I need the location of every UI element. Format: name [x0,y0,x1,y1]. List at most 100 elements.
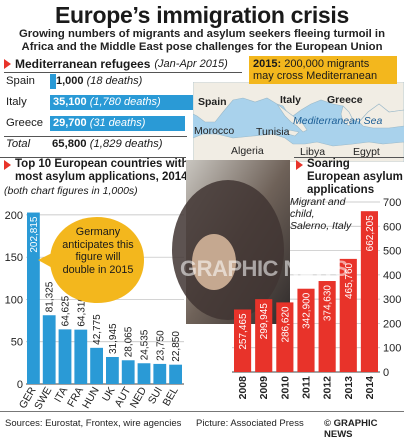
total-divider [4,136,187,137]
soaring-ytick: 100 [383,343,401,355]
map-label-greece: Greece [327,94,363,106]
soaring-bar-2014 [360,211,378,372]
refugee-country-spain: Spain [6,75,35,87]
speech-bubble-tail [38,252,56,270]
top10-bar-fra [74,329,88,384]
top10-ytick: 150 [5,252,23,264]
top10-bar-aut [121,360,135,384]
top10-value-label: 28,065 [124,326,135,357]
soaring-ytick: 0 [383,367,389,379]
top10-bar-bel [169,364,182,384]
soaring-value-label: 286,620 [280,306,291,343]
top10-bar-uk [106,356,119,384]
soaring-bar-2011 [297,288,315,372]
soaring-heading-label: Soaring European asylum applications [307,158,403,196]
soaring-category-label: 2010 [279,376,291,400]
soaring-category-label: 2013 [343,376,355,400]
map-label-morocco: Morocco [194,125,235,137]
footer-picture: Picture: Associated Press [196,418,304,429]
refugee-value-greece: 29,700 (31 deaths) [53,117,146,129]
soaring-heading: Soaring European asylum applications [296,158,404,197]
soaring-ytick: 200 [383,318,401,330]
top10-divider [0,157,186,158]
callout-2015: 2015: 200,000 migrants may cross Mediter… [249,56,397,84]
callout-2015-year: 2015: [253,58,282,70]
refugees-period: (Jan-Apr 2015) [154,58,228,70]
top10-value-label: 22,850 [171,331,182,362]
top10-bar-ita [58,329,72,384]
footer-sources: Sources: Eurostat, Frontex, wire agencie… [5,418,182,429]
page-title: Europe’s immigration crisis [55,2,349,28]
top10-bar-hun [90,347,103,384]
footer-brand: © GRAPHIC NEWS [324,418,378,440]
total-label: Total [6,138,31,150]
soaring-category-label: 2014 [364,376,376,400]
map-label-algeria: Algeria [231,145,264,157]
map-label-libya: Libya [300,146,326,158]
soaring-category-label: 2011 [301,376,313,399]
top10-category-label: HUN [80,385,102,411]
soaring-value-label: 342,900 [302,292,313,329]
top10-value-label: 23,750 [155,330,166,361]
top10-value-label: 64,310 [76,296,87,327]
refugee-bar-italy [50,95,210,110]
refugee-bar-spain [50,74,56,89]
top10-bars: 202,815GER81,325SWE64,625ITA64,310FRA42,… [17,212,182,412]
top10-annotation: Germany anticipates this figure will dou… [62,226,134,276]
top10-heading: Top 10 European countries with most asyl… [4,158,190,184]
soaring-value-label: 465,760 [344,262,355,299]
top10-bar-swe [42,315,56,384]
map-label-sea: Mediterranean Sea [293,115,383,127]
refugees-heading: Mediterranean refugees (Jan-Apr 2015) [4,57,228,71]
soaring-ytick: 600 [383,221,401,233]
soaring-ytick: 400 [383,270,401,282]
total-value-row: 65,800 (1,829 deaths) [52,138,163,150]
soaring-ytick: 500 [383,246,401,258]
soaring-ytick: 700 [383,197,401,209]
soaring-category-label: 2012 [322,376,334,400]
refugees-heading-label: Mediterranean refugees [15,57,151,71]
top10-category-label: BEL [160,385,180,408]
speech-bubble [50,217,144,303]
soaring-bar-2010 [276,302,294,372]
soaring-value-label: 257,465 [238,313,249,350]
soaring-category-label: 2009 [258,376,270,400]
top10-value-label: 202,815 [29,216,40,253]
soaring-bars: 257,465 2008 299,945 2009 286,620 2010 342,900… [234,211,378,399]
top10-ytick: 100 [5,294,23,306]
total-value: 65,800 [52,138,87,150]
soaring-divider [294,157,404,158]
map-label-spain: Spain [198,96,227,108]
footer-divider [0,411,404,412]
refugee-country-italy: Italy [6,96,27,108]
refugee-value-italy: 35,100 (1,780 deaths) [53,96,161,108]
soaring-value-label: 374,630 [323,285,334,322]
top10-value-label: 42,775 [92,314,103,345]
soaring-bar-2013 [339,258,357,372]
total-deaths: (1,829 deaths) [89,138,163,150]
triangle-marker-icon [296,160,303,170]
top10-bar-sui [153,363,167,384]
map-label-egypt: Egypt [353,146,380,158]
soaring-bar-2008 [234,309,252,372]
photo-watermark: GRAPHIC NEWS [180,256,348,281]
refugee-country-greece: Greece [6,117,44,129]
soaring-bar-2012 [318,281,336,372]
map-label-italy: Italy [280,94,302,106]
photo-child [192,234,236,290]
page-subtitle: Growing numbers of migrants and asylum s… [19,28,385,53]
top10-note: (both chart figures in 1,000s) [4,185,138,197]
top10-value-label: 81,325 [45,281,56,312]
soaring-value-label: 662,205 [365,215,376,252]
mediterranean-map: Spain Italy Greece Mediterranean Sea Mor… [193,82,404,162]
top10-ytick: 200 [5,210,23,222]
map-label-tunisia: Tunisia [256,126,290,138]
top10-category-label: NED [128,385,150,411]
top10-ytick: 50 [11,337,23,349]
top10-bar-ned [137,363,151,384]
callout-2015-text: 200,000 migrants may cross Mediterranean [253,58,378,82]
soaring-bar-2009 [255,299,273,372]
top10-heading-label: Top 10 European countries with most asyl… [15,158,189,183]
refugee-value-spain: 1,000 (18 deaths) [56,75,143,87]
